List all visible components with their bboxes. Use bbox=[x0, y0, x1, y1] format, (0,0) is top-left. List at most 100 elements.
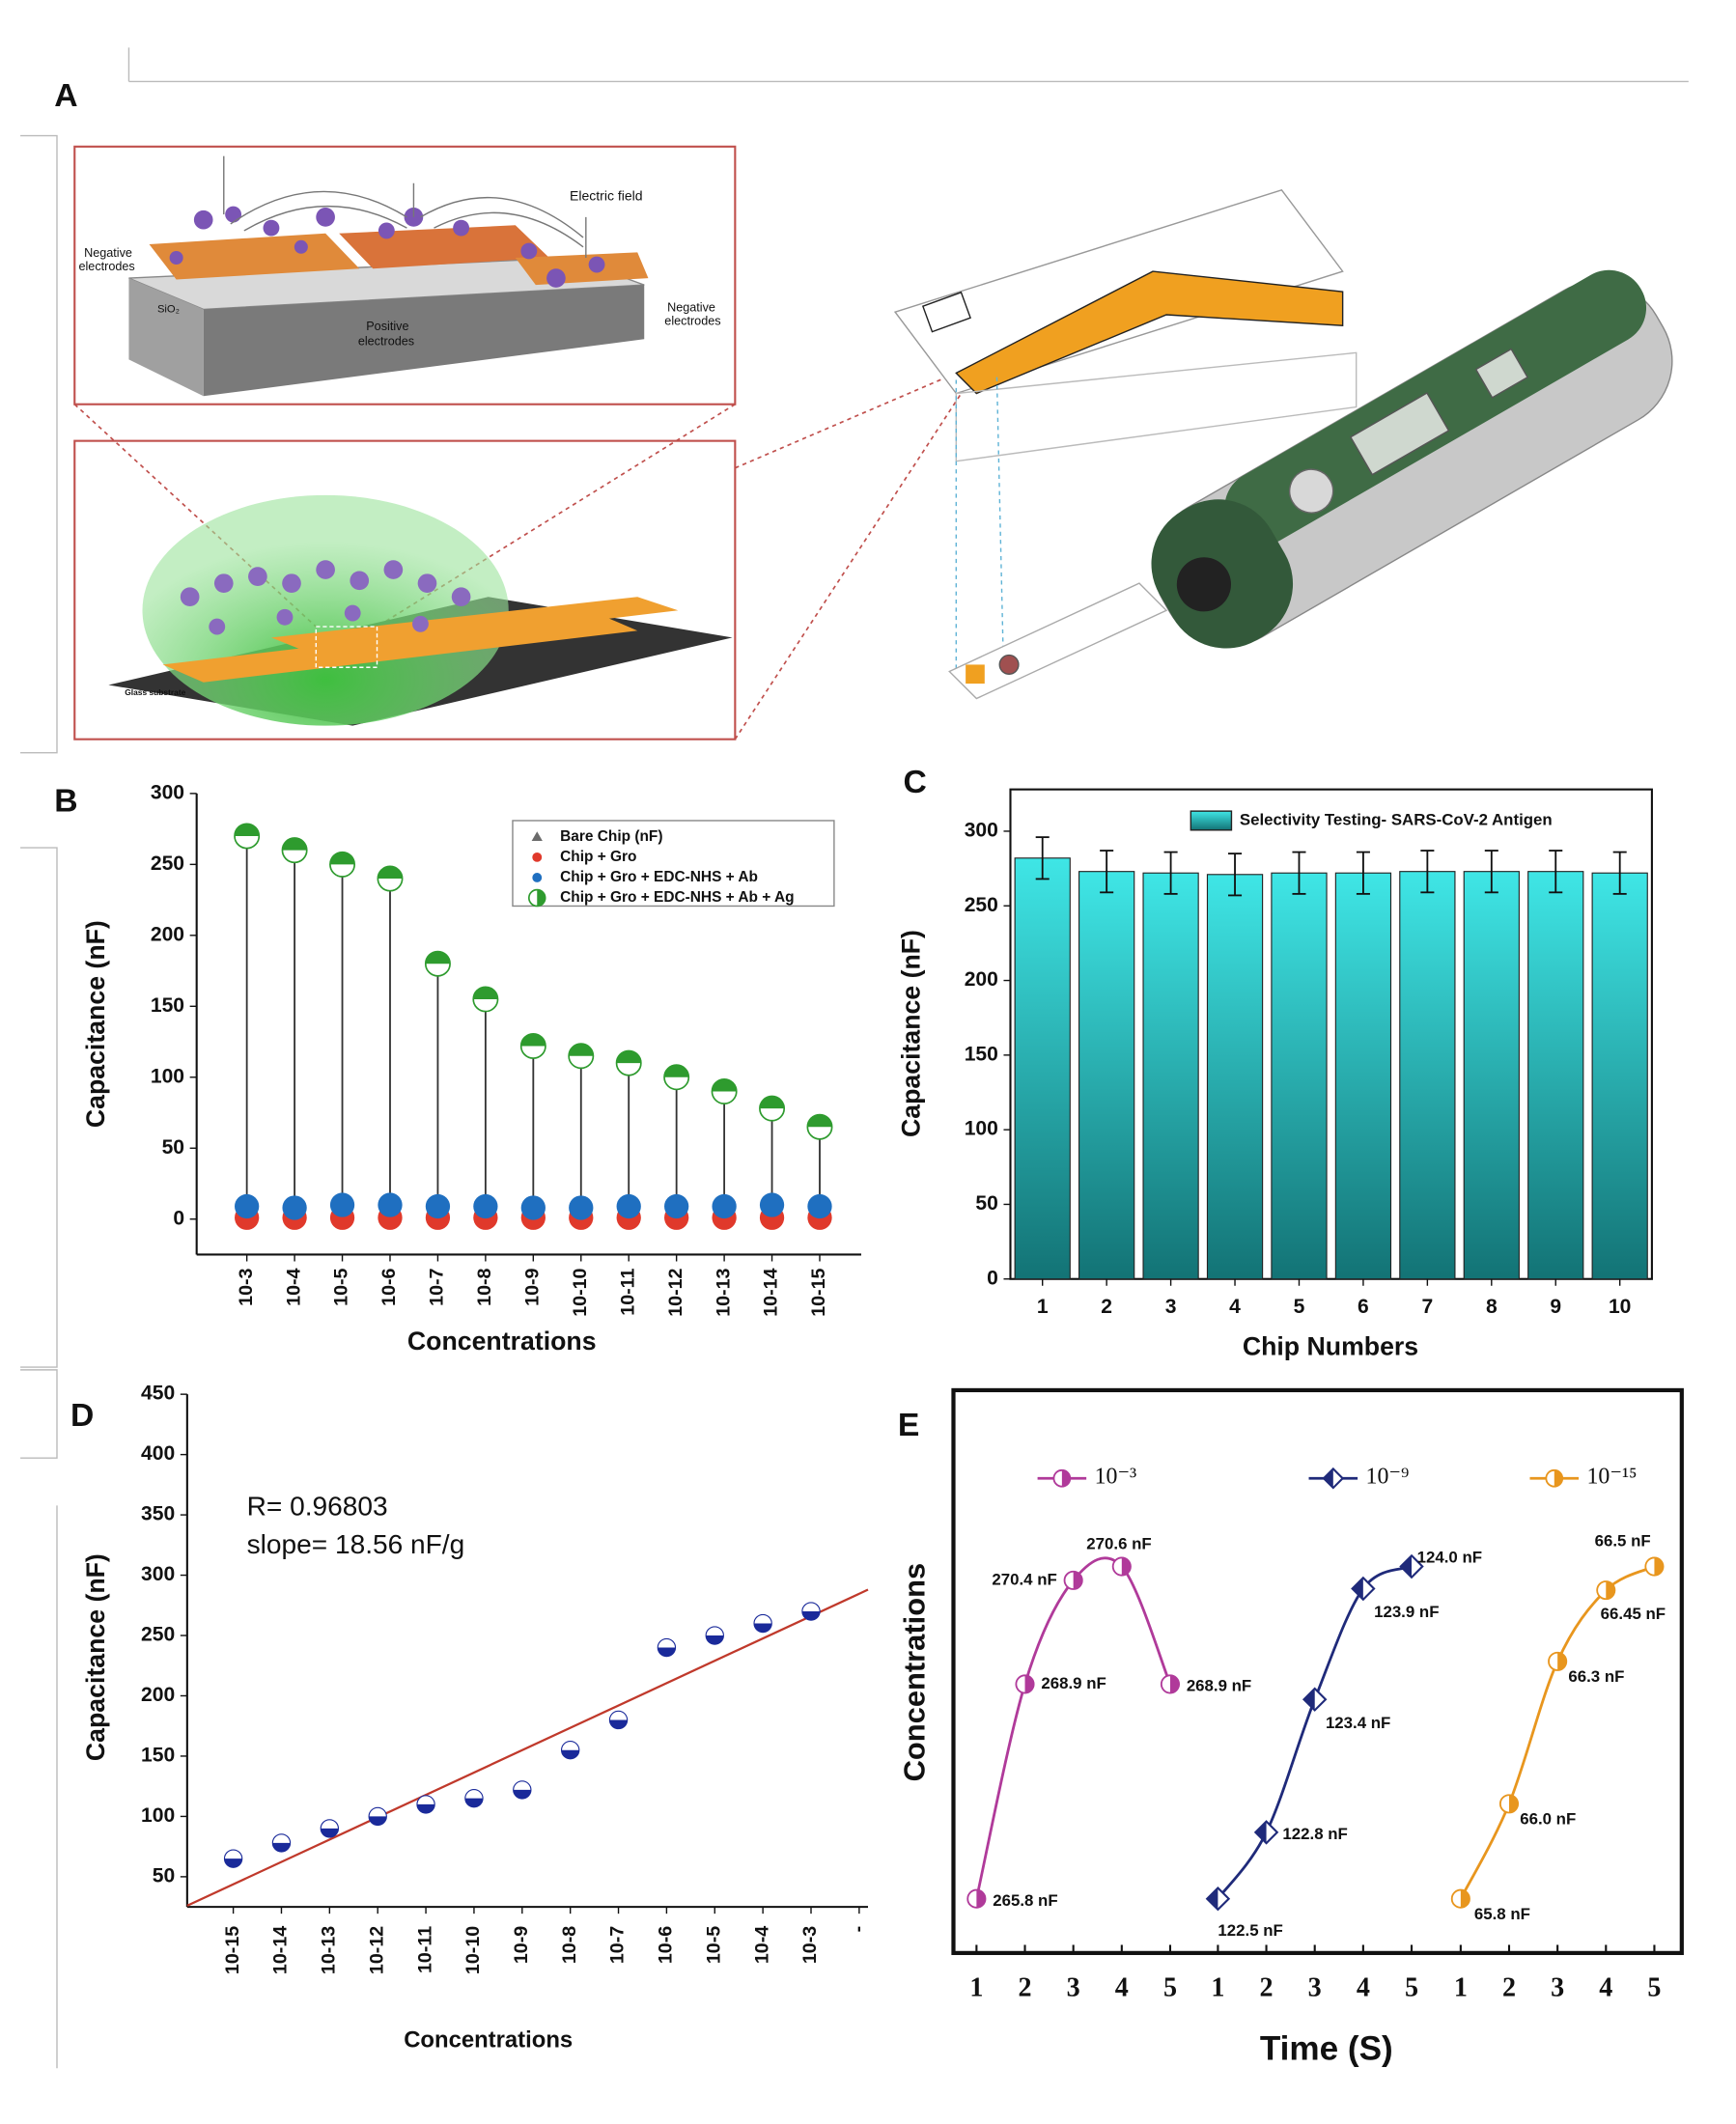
panel-label: A bbox=[54, 77, 77, 114]
y-tick-label: 150 bbox=[965, 1043, 998, 1065]
frame-lines bbox=[20, 47, 1689, 2069]
bar bbox=[1206, 874, 1264, 1280]
x-tick-label: - bbox=[848, 1926, 869, 1933]
y-tick-label: 100 bbox=[141, 1804, 175, 1827]
data-label: 66.45 nF bbox=[1601, 1605, 1666, 1623]
illustration-text: electrodes bbox=[78, 260, 134, 273]
y-tick-label: 150 bbox=[141, 1745, 175, 1767]
y-axis-label: Concentrations bbox=[898, 1563, 932, 1782]
marker bbox=[329, 1192, 355, 1217]
antibodies bbox=[180, 560, 471, 635]
marker-half bbox=[1557, 1652, 1567, 1671]
marker bbox=[425, 1193, 451, 1219]
x-tick-label: 10-8 bbox=[559, 1926, 580, 1964]
strip-window bbox=[921, 291, 971, 333]
x-tick-label: 10-4 bbox=[283, 1268, 304, 1305]
panel-label: B bbox=[54, 783, 77, 820]
y-axis-label: Capacitance (nF) bbox=[81, 1553, 110, 1761]
marker bbox=[569, 1195, 594, 1220]
x-tick-label: 1 bbox=[1454, 1972, 1468, 2002]
x-tick-label: 10-12 bbox=[665, 1268, 686, 1316]
y-axis-label: Capacitance (nF) bbox=[81, 920, 110, 1128]
x-tick-label: 10-12 bbox=[366, 1926, 387, 1974]
marker-half bbox=[1303, 1688, 1315, 1711]
x-tick-label: 6 bbox=[1358, 1296, 1369, 1318]
legend-label: Bare Chip (nF) bbox=[560, 828, 662, 845]
marker-half bbox=[321, 1828, 339, 1838]
x-tick-label: 4 bbox=[1115, 1972, 1129, 2002]
marker-half bbox=[1024, 1675, 1034, 1693]
data-label: 124.0 nF bbox=[1417, 1549, 1482, 1567]
x-tick-label: 7 bbox=[1422, 1296, 1434, 1318]
x-tick-label: 1 bbox=[969, 1972, 983, 2002]
annotation: R= 0.96803 bbox=[247, 1492, 388, 1522]
data-label: 122.5 nF bbox=[1218, 1921, 1282, 1940]
x-tick-label: 10-13 bbox=[713, 1268, 734, 1316]
x-tick-label: 10-3 bbox=[799, 1926, 821, 1964]
marker-half bbox=[1169, 1675, 1180, 1693]
bar bbox=[1591, 872, 1648, 1280]
marker bbox=[712, 1193, 737, 1219]
marker-half bbox=[569, 1044, 594, 1056]
bar bbox=[1078, 871, 1135, 1280]
marker-half bbox=[976, 1889, 986, 1908]
marker-half bbox=[658, 1647, 676, 1657]
plot-frame bbox=[951, 1387, 1684, 1955]
x-tick-label: 10-7 bbox=[427, 1268, 448, 1305]
strip-pad bbox=[966, 664, 985, 685]
x-tick-label: 8 bbox=[1486, 1296, 1498, 1318]
y-tick-label: 300 bbox=[965, 820, 998, 842]
marker-half bbox=[235, 824, 260, 836]
marker-half bbox=[616, 1050, 641, 1064]
antibodies bbox=[169, 206, 605, 288]
marker bbox=[616, 1193, 641, 1219]
marker-half bbox=[329, 852, 355, 865]
bar bbox=[1334, 872, 1392, 1280]
marker-half bbox=[712, 1078, 737, 1092]
y-tick-label: 100 bbox=[151, 1065, 184, 1087]
y-tick-label: 200 bbox=[151, 923, 184, 945]
legend-label: 10⁻⁹ bbox=[1366, 1465, 1410, 1490]
data-label: 270.6 nF bbox=[1086, 1535, 1151, 1553]
x-tick-label: 4 bbox=[1357, 1972, 1370, 2002]
y-tick-label: 300 bbox=[151, 781, 184, 803]
marker-half bbox=[1654, 1557, 1664, 1576]
x-tick-label: 9 bbox=[1550, 1296, 1561, 1318]
x-tick-label: 10-10 bbox=[570, 1268, 591, 1316]
fit-line bbox=[186, 1588, 869, 1907]
y-tick-label: 200 bbox=[965, 968, 998, 991]
reader bbox=[1151, 269, 1673, 649]
marker-half bbox=[513, 1789, 531, 1800]
y-tick-label: 200 bbox=[141, 1684, 175, 1706]
legend-box bbox=[512, 820, 835, 908]
marker-half bbox=[473, 987, 498, 999]
marker-half bbox=[759, 1096, 785, 1109]
bar bbox=[1463, 871, 1520, 1280]
x-tick-label: 10-11 bbox=[414, 1926, 435, 1973]
illustration-text: Electric field bbox=[570, 188, 643, 204]
x-tick-label: 10-15 bbox=[808, 1268, 829, 1316]
legend-label: Selectivity Testing- SARS-CoV-2 Antigen bbox=[1240, 810, 1553, 828]
panel-label: E bbox=[898, 1407, 919, 1443]
y-tick-label: 100 bbox=[965, 1118, 998, 1140]
y-tick-label: 0 bbox=[987, 1267, 998, 1289]
x-tick-label: 10-14 bbox=[761, 1268, 782, 1316]
data-label: 123.4 nF bbox=[1326, 1714, 1390, 1732]
x-tick-label: 10-4 bbox=[751, 1926, 772, 1964]
marker bbox=[378, 1192, 403, 1217]
slab-front bbox=[128, 278, 204, 397]
y-tick-label: 300 bbox=[141, 1563, 175, 1585]
x-axis-label: Time (S) bbox=[1260, 2029, 1393, 2067]
marker-half bbox=[561, 1749, 579, 1759]
marker-half bbox=[537, 889, 546, 907]
x-tick-label: 10-9 bbox=[511, 1926, 532, 1964]
x-tick-label: 3 bbox=[1165, 1296, 1177, 1318]
x-tick-label: 4 bbox=[1229, 1296, 1241, 1318]
bar bbox=[1014, 857, 1071, 1280]
marker-half bbox=[224, 1858, 242, 1868]
series-line bbox=[975, 1556, 1172, 1900]
x-tick-label: 5 bbox=[1294, 1296, 1305, 1318]
y-tick-label: 450 bbox=[141, 1383, 175, 1405]
marker-half bbox=[1207, 1887, 1218, 1910]
